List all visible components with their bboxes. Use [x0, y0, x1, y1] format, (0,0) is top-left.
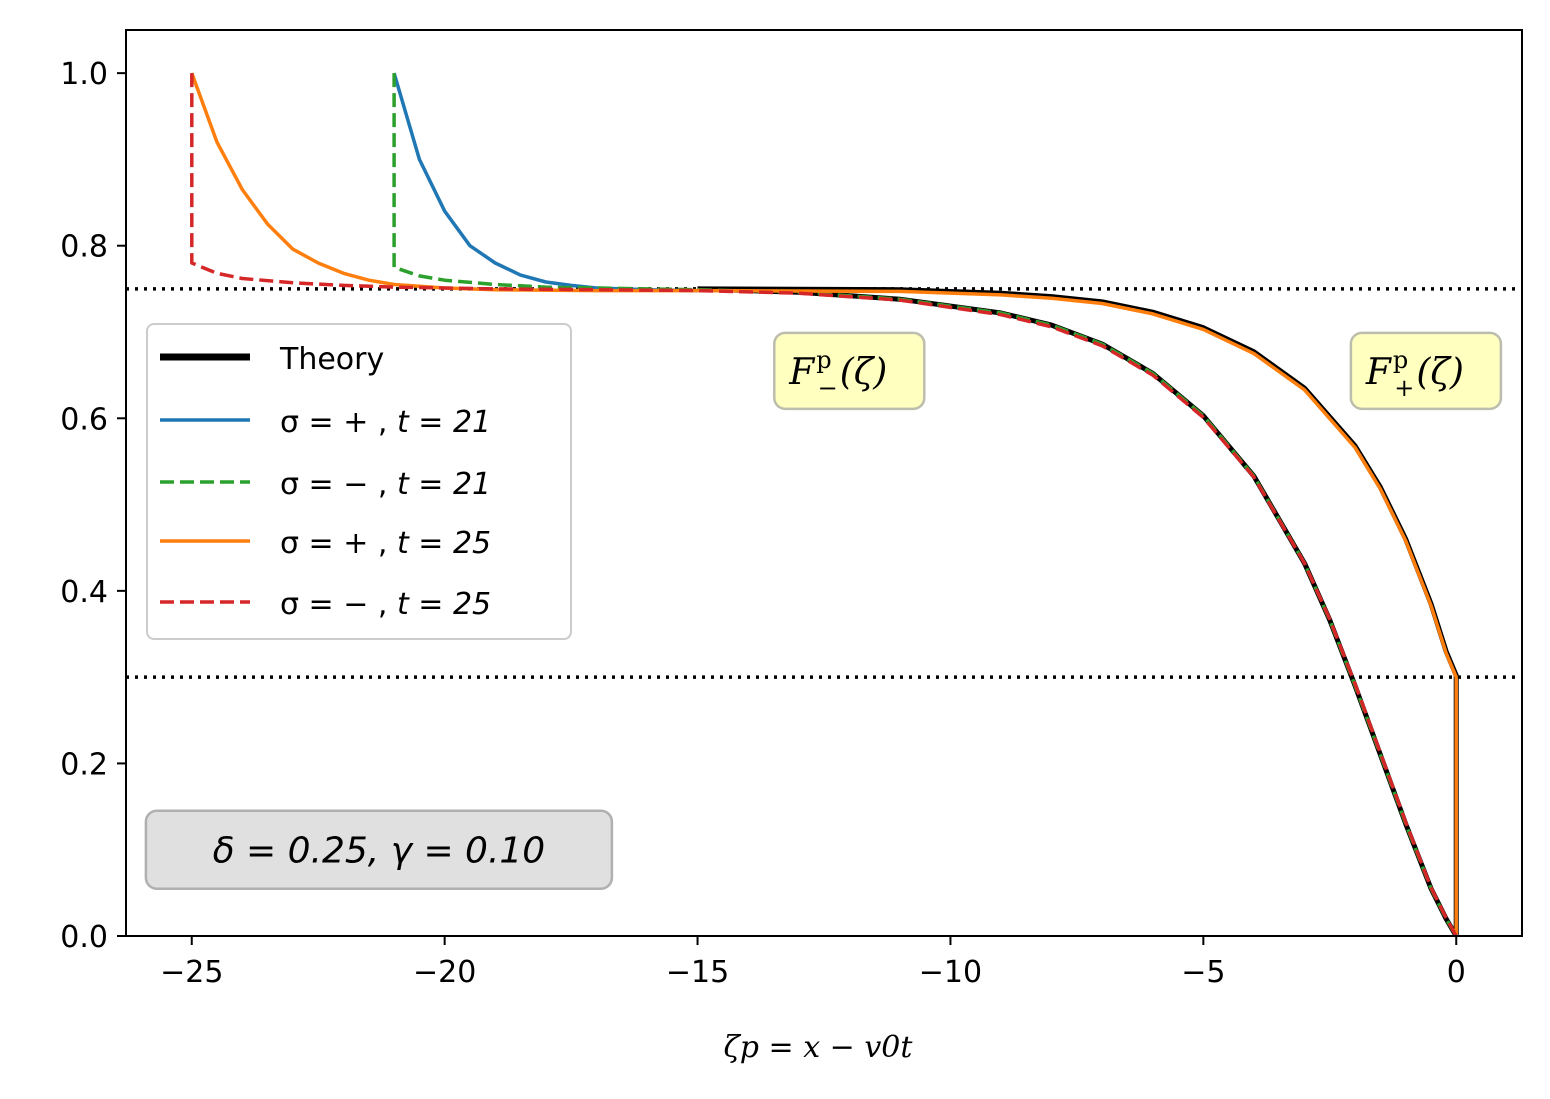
legend-label-sigma-minus-t25-prefix: σ = − , — [280, 587, 397, 622]
annotation-label-1: Fp +(ζ) — [1365, 346, 1464, 402]
y-tick-label-3: 0.6 — [60, 402, 108, 437]
legend-label-sigma-plus-t21-time: t = 21 — [397, 405, 491, 440]
parameter-box — [144, 809, 614, 890]
series-line-sigma-minus-t25-0 — [190, 73, 1458, 937]
annotation-box-0 — [773, 331, 926, 411]
legend-label-sigma-minus-t21-prefix: σ = − , — [280, 467, 397, 502]
x-tick-label-2: −15 — [666, 955, 729, 990]
y-tick-label-4: 0.8 — [60, 230, 108, 265]
x-tick-label-1: −20 — [413, 955, 476, 990]
annotations: Fp −(ζ) Fp +(ζ)δ = 0.25, γ = 0.10 — [144, 331, 1503, 890]
legend-frame — [146, 323, 572, 640]
x-axis-label: ζp = x − v0t — [724, 1030, 914, 1065]
legend-label-sigma-minus-t21-time: t = 21 — [397, 467, 491, 502]
annotation-sub-0: − — [818, 374, 838, 402]
plot-frame — [125, 29, 1523, 937]
annotation-arg-1: (ζ) — [1416, 352, 1464, 393]
reference-lines — [126, 287, 1522, 679]
x-tick-label-3: −10 — [919, 955, 982, 990]
legend-label-theory: Theory — [279, 342, 384, 377]
series-line-sigma-plus-t21-0 — [392, 72, 698, 293]
annotation-main-0: F — [788, 352, 816, 393]
annotation-arg-0: (ζ) — [840, 352, 888, 393]
y-tick-label-1: 0.2 — [60, 747, 108, 782]
legend-label-sigma-minus-t25-time: t = 25 — [397, 587, 491, 622]
annotation-sup-1: p — [1393, 346, 1408, 374]
annotation-sup-0: p — [816, 346, 831, 374]
legend-label-sigma-minus-t21: σ = − , t = 21 — [280, 467, 491, 502]
legend-label-sigma-plus-t25-time: t = 25 — [397, 526, 491, 561]
series-line-sigma-plus-t25-0 — [190, 72, 1458, 936]
y-tick-label-2: 0.4 — [60, 575, 108, 610]
parameter-text: δ = 0.25, γ = 0.10 — [213, 831, 546, 872]
x-tick-label-5: 0 — [1447, 955, 1466, 990]
legend-label-sigma-minus-t25: σ = − , t = 25 — [280, 587, 491, 622]
data-series — [190, 72, 1459, 938]
annotation-sub-1: + — [1394, 374, 1414, 402]
annotation-label-0: Fp −(ζ) — [788, 346, 887, 402]
x-tick-label-0: −25 — [160, 955, 223, 990]
axis-ticks: −25 −20 −15 −10 −5 0 0.0 0.2 0.4 0.6 0.8 1.0 — [60, 57, 1466, 990]
legend: Theory σ = + , t = 21 σ = − , t = 21 σ =… — [146, 323, 572, 640]
y-tick-label-5: 1.0 — [60, 57, 108, 92]
legend-label-sigma-plus-t21: σ = + , t = 21 — [280, 405, 491, 440]
legend-label-sigma-plus-t25-prefix: σ = + , — [280, 526, 397, 561]
legend-label-sigma-plus-t25: σ = + , t = 25 — [280, 526, 491, 561]
y-tick-label-0: 0.0 — [60, 920, 108, 955]
annotation-main-1: F — [1365, 352, 1393, 393]
x-tick-label-4: −5 — [1181, 955, 1225, 990]
series-line-sigma-minus-t21-0 — [392, 73, 1458, 937]
legend-label-sigma-plus-t21-prefix: σ = + , — [280, 405, 397, 440]
annotation-box-1 — [1349, 331, 1503, 411]
